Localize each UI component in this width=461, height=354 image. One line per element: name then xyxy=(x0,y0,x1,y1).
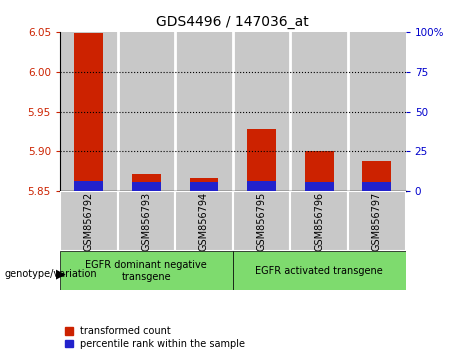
Bar xyxy=(305,150,334,191)
Text: genotype/variation: genotype/variation xyxy=(5,269,97,279)
Bar xyxy=(290,32,348,191)
Bar xyxy=(175,32,233,191)
Bar xyxy=(305,182,334,191)
Text: EGFR activated transgene: EGFR activated transgene xyxy=(255,266,383,276)
Bar xyxy=(60,32,118,191)
Text: ▶: ▶ xyxy=(56,268,66,281)
Bar xyxy=(290,191,348,251)
Bar xyxy=(60,251,233,290)
Title: GDS4496 / 147036_at: GDS4496 / 147036_at xyxy=(156,16,309,29)
Bar xyxy=(175,191,233,251)
Bar xyxy=(118,32,175,191)
Bar xyxy=(233,251,406,290)
Bar xyxy=(189,182,219,191)
Bar xyxy=(362,182,391,191)
Bar xyxy=(132,182,161,191)
Legend: transformed count, percentile rank within the sample: transformed count, percentile rank withi… xyxy=(65,326,245,349)
Bar xyxy=(233,32,290,191)
Text: GSM856793: GSM856793 xyxy=(142,192,151,251)
Bar xyxy=(247,129,276,191)
Bar xyxy=(362,161,391,191)
Bar xyxy=(348,32,406,191)
Bar xyxy=(74,33,103,191)
Text: EGFR dominant negative
transgene: EGFR dominant negative transgene xyxy=(85,260,207,282)
Bar xyxy=(132,173,161,191)
Bar xyxy=(233,191,290,251)
Text: GSM856797: GSM856797 xyxy=(372,192,382,251)
Bar xyxy=(60,191,118,251)
Text: GSM856792: GSM856792 xyxy=(84,192,94,251)
Bar xyxy=(118,191,175,251)
Bar xyxy=(247,181,276,191)
Bar xyxy=(74,181,103,191)
Text: GSM856795: GSM856795 xyxy=(257,192,266,251)
Bar xyxy=(189,178,219,191)
Bar xyxy=(348,191,406,251)
Text: GSM856794: GSM856794 xyxy=(199,192,209,251)
Text: GSM856796: GSM856796 xyxy=(314,192,324,251)
